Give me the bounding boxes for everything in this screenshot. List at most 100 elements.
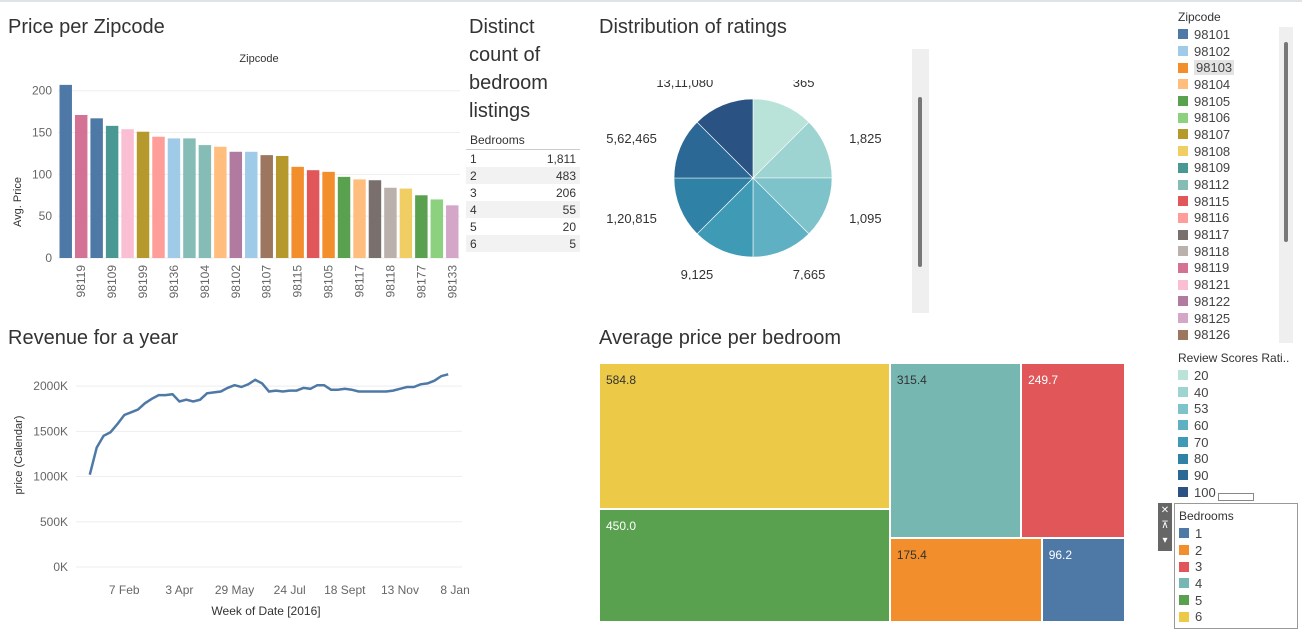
zipcode-legend-item[interactable]: 98102 <box>1178 43 1288 60</box>
x-tick-label: 24 Jul <box>274 583 306 597</box>
zip-bar[interactable] <box>198 145 212 258</box>
pie-slice[interactable] <box>752 177 833 235</box>
zip-bar[interactable] <box>90 118 103 258</box>
ratings-scrollbar[interactable] <box>912 49 929 313</box>
zipcode-legend-item[interactable]: 98119 <box>1178 260 1288 277</box>
zip-bar[interactable] <box>167 138 181 258</box>
legend-drag-handle[interactable] <box>1218 493 1254 501</box>
zip-bar[interactable] <box>306 170 320 258</box>
treemap-cell-bedrooms-2[interactable]: 175.4 <box>889 537 1042 622</box>
bedrooms-column-header: Bedrooms <box>466 131 580 150</box>
pie-slice[interactable] <box>673 177 754 235</box>
ratings-legend-item[interactable]: 53 <box>1178 400 1300 417</box>
pin-icon[interactable]: ⊼ <box>1161 520 1169 531</box>
zip-bar[interactable] <box>74 114 88 259</box>
bedrooms-legend-item[interactable]: 3 <box>1179 558 1293 575</box>
zipcode-legend-item[interactable]: 98106 <box>1178 109 1288 126</box>
zipcode-legend-item[interactable]: 98117 <box>1178 226 1288 243</box>
treemap-cell-bedrooms-6[interactable]: 584.8 <box>599 363 890 510</box>
zip-bar[interactable] <box>245 151 258 258</box>
count-cell: 206 <box>555 185 576 200</box>
ratings-legend-item[interactable]: 70 <box>1178 434 1300 451</box>
color-swatch <box>1178 162 1188 173</box>
pie-slice[interactable] <box>673 121 754 179</box>
zipcode-legend-item[interactable]: 98125 <box>1178 310 1288 327</box>
zipcode-legend-item[interactable]: 98118 <box>1178 243 1288 260</box>
zip-bar[interactable] <box>322 171 335 258</box>
pie-slice[interactable] <box>752 121 833 179</box>
zipcode-legend-scrollbar[interactable] <box>1279 27 1293 343</box>
zip-bar[interactable] <box>214 146 227 258</box>
bedrooms-legend-item[interactable]: 2 <box>1179 542 1293 559</box>
count-cell: 55 <box>498 201 580 218</box>
treemap-cell-bedrooms-1[interactable]: 96.2 <box>1041 537 1125 622</box>
pie-slice[interactable] <box>752 177 810 258</box>
bedrooms-legend-item[interactable]: 6 <box>1179 608 1293 625</box>
zipcode-legend-item-label: 98103 <box>1194 60 1235 76</box>
x-tick-label: 98199 <box>136 265 150 299</box>
ratings-legend-item[interactable]: 90 <box>1178 467 1300 484</box>
pie-slice[interactable] <box>696 177 754 258</box>
close-icon[interactable]: ✕ <box>1160 505 1170 516</box>
ratings-legend-item[interactable]: 20 <box>1178 367 1300 384</box>
bedrooms-legend-item[interactable]: 1 <box>1179 525 1293 542</box>
zip-bar[interactable] <box>229 151 243 258</box>
bedrooms-legend-item[interactable]: 5 <box>1179 592 1293 609</box>
ratings-legend-item[interactable]: 40 <box>1178 384 1300 401</box>
zipcode-legend-item[interactable]: 98112 <box>1178 176 1288 193</box>
color-swatch <box>1178 229 1188 240</box>
ratings-scrollbar-thumb[interactable] <box>918 97 922 267</box>
x-tick-label: 98104 <box>198 265 212 299</box>
bedrooms-cell: 4 <box>466 201 499 218</box>
zip-bar[interactable] <box>152 136 165 258</box>
table-row: 5 20 <box>466 218 580 235</box>
zip-bar[interactable] <box>136 131 150 258</box>
ratings-legend-item[interactable]: 100 <box>1178 484 1300 501</box>
zipcode-legend-item[interactable]: 98108 <box>1178 143 1288 160</box>
zip-bar[interactable] <box>430 199 444 258</box>
bedrooms-legend-item[interactable]: 4 <box>1179 575 1293 592</box>
x-tick-label: 7 Feb <box>109 583 140 597</box>
zip-bar[interactable] <box>275 155 289 258</box>
ratings-legend-title: Review Scores Rati.. <box>1178 351 1290 365</box>
pie-slice[interactable] <box>696 98 754 179</box>
zip-bar[interactable] <box>368 180 382 258</box>
x-tick-label: 98102 <box>229 265 243 299</box>
zip-bar[interactable] <box>384 187 397 258</box>
ratings-legend-item[interactable]: 80 <box>1178 450 1300 467</box>
treemap-cell-bedrooms-5[interactable]: 450.0 <box>599 509 890 622</box>
zipcode-legend-title: Zipcode <box>1178 10 1221 24</box>
zipcode-legend-item[interactable]: 98109 <box>1178 160 1288 177</box>
count-cell: 1,811 <box>546 151 576 166</box>
chevron-down-icon[interactable]: ▾ <box>1162 535 1168 546</box>
zipcode-legend-item[interactable]: 98101 <box>1178 26 1288 43</box>
zipcode-legend-item[interactable]: 98103 <box>1178 59 1288 76</box>
zipcode-legend-scrollbar-thumb[interactable] <box>1284 42 1288 242</box>
zipcode-legend-item[interactable]: 98104 <box>1178 76 1288 93</box>
zip-bar[interactable] <box>59 84 72 258</box>
zip-bar[interactable] <box>399 188 413 258</box>
zip-bar[interactable] <box>415 195 428 258</box>
zip-bar[interactable] <box>291 166 304 258</box>
zipcode-legend-item[interactable]: 98122 <box>1178 293 1288 310</box>
zipcode-legend-item[interactable]: 98126 <box>1178 326 1288 343</box>
treemap-cell-bedrooms-4[interactable]: 315.4 <box>889 363 1022 538</box>
zipcode-legend-item[interactable]: 98107 <box>1178 126 1288 143</box>
zipcode-legend-item[interactable]: 98116 <box>1178 210 1288 227</box>
zip-bar[interactable] <box>353 179 366 258</box>
ratings-legend-item[interactable]: 60 <box>1178 417 1300 434</box>
zip-bar[interactable] <box>446 205 459 258</box>
zipcode-legend-item-label: 98108 <box>1194 143 1231 159</box>
zip-bar[interactable] <box>121 129 134 258</box>
treemap-cell-bedrooms-3[interactable]: 249.7 <box>1021 363 1125 538</box>
zip-bar[interactable] <box>183 138 196 258</box>
zipcode-legend-item[interactable]: 98105 <box>1178 93 1288 110</box>
zip-bar[interactable] <box>337 176 351 258</box>
zipcode-legend-item[interactable]: 98115 <box>1178 193 1288 210</box>
zipcode-legend-item[interactable]: 98121 <box>1178 276 1288 293</box>
zip-bar[interactable] <box>105 125 119 258</box>
x-tick-label: 98177 <box>414 265 428 299</box>
color-swatch <box>1178 470 1188 481</box>
zip-bar[interactable] <box>260 155 273 258</box>
pie-slice[interactable] <box>752 98 810 179</box>
